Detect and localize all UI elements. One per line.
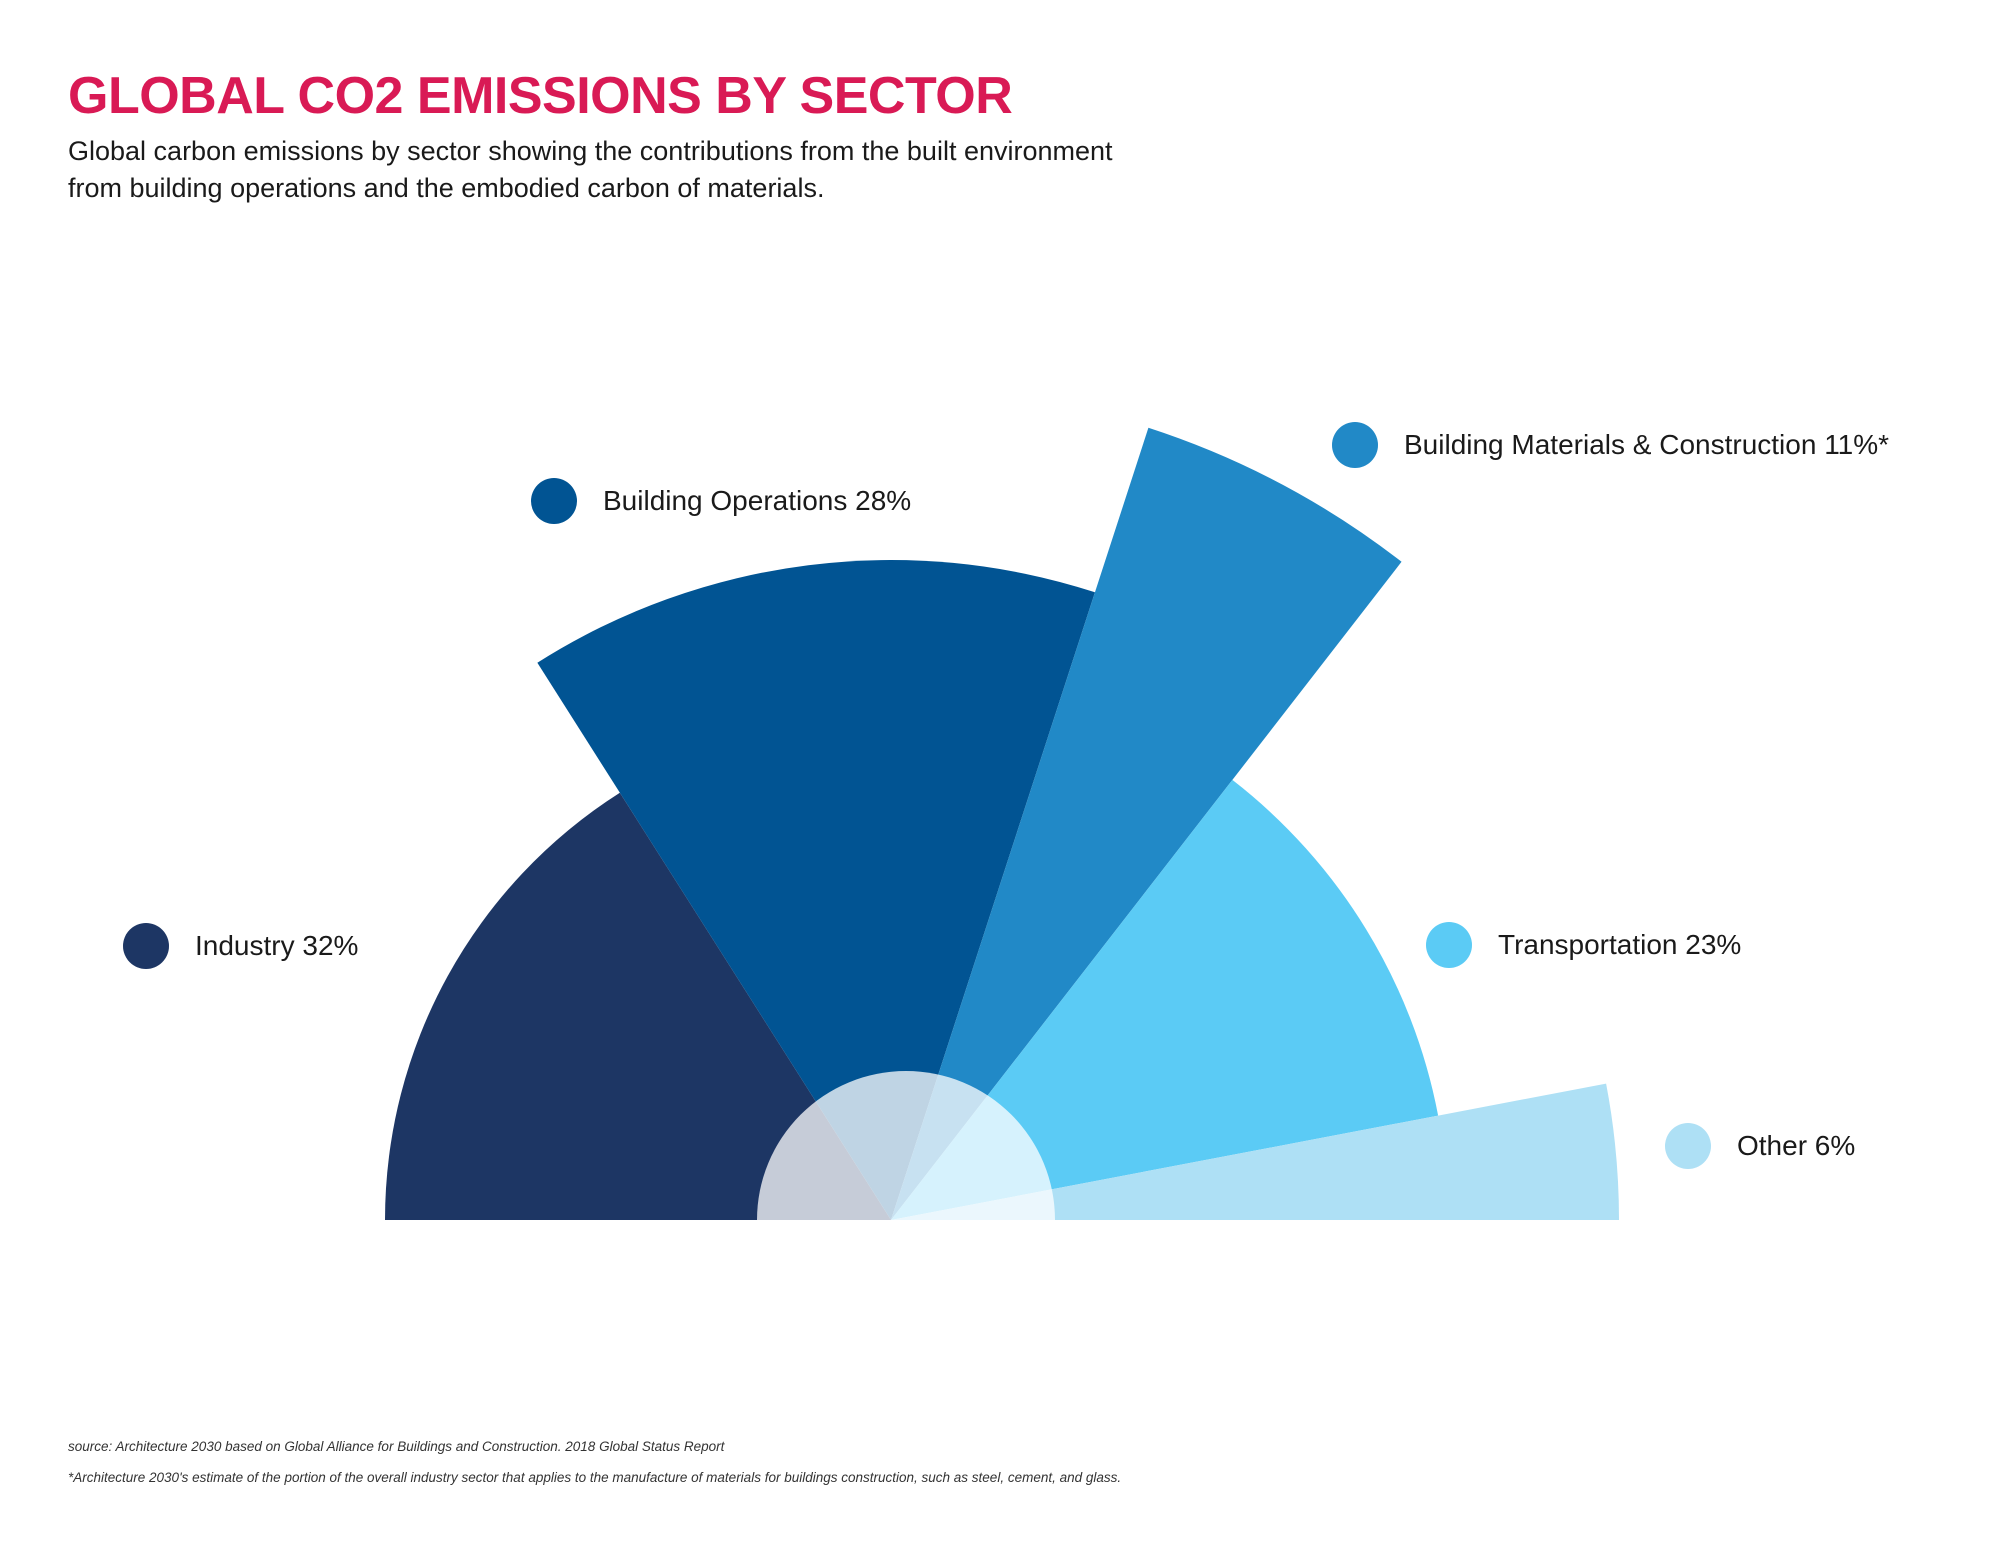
legend-item-industry: Industry 32%	[123, 923, 358, 969]
legend-label-industry: Industry 32%	[195, 930, 359, 961]
legend-item-building-materials: Building Materials & Construction 11%*	[1332, 422, 1889, 468]
center-semicircle	[757, 1071, 1055, 1220]
legend-item-other: Other 6%	[1665, 1123, 1855, 1169]
legend-item-building-operations: Building Operations 28%	[531, 478, 911, 524]
legend-item-transportation: Transportation 23%	[1426, 922, 1741, 968]
slice-industry	[385, 792, 891, 1220]
legend-label-building-materials: Building Materials & Construction 11%*	[1404, 429, 1890, 460]
chart-subtitle: Global carbon emissions by sector showin…	[68, 133, 1368, 207]
legend-label-transportation: Transportation 23%	[1498, 929, 1742, 960]
legend-dot-building-operations	[531, 478, 577, 524]
legend-dot-other	[1665, 1123, 1711, 1169]
asterisk-note: *Architecture 2030's estimate of the por…	[68, 1470, 1122, 1485]
slice-building-materials	[891, 427, 1402, 1221]
slice-building-operations	[537, 560, 1095, 1220]
subtitle-line-2: from building operations and the embodie…	[68, 173, 825, 203]
legend-dot-industry	[123, 923, 169, 969]
subtitle-line-1: Global carbon emissions by sector showin…	[68, 136, 1113, 166]
source-note: source: Architecture 2030 based on Globa…	[68, 1439, 725, 1454]
chart-title: GLOBAL CO2 EMISSIONS BY SECTOR	[68, 67, 1013, 125]
slice-transportation	[891, 779, 1439, 1220]
legend-dot-transportation	[1426, 922, 1472, 968]
legend-label-other: Other 6%	[1737, 1130, 1856, 1161]
slice-other	[891, 1083, 1619, 1220]
legend-label-building-operations: Building Operations 28%	[603, 485, 912, 516]
legend-dot-building-materials	[1332, 422, 1378, 468]
